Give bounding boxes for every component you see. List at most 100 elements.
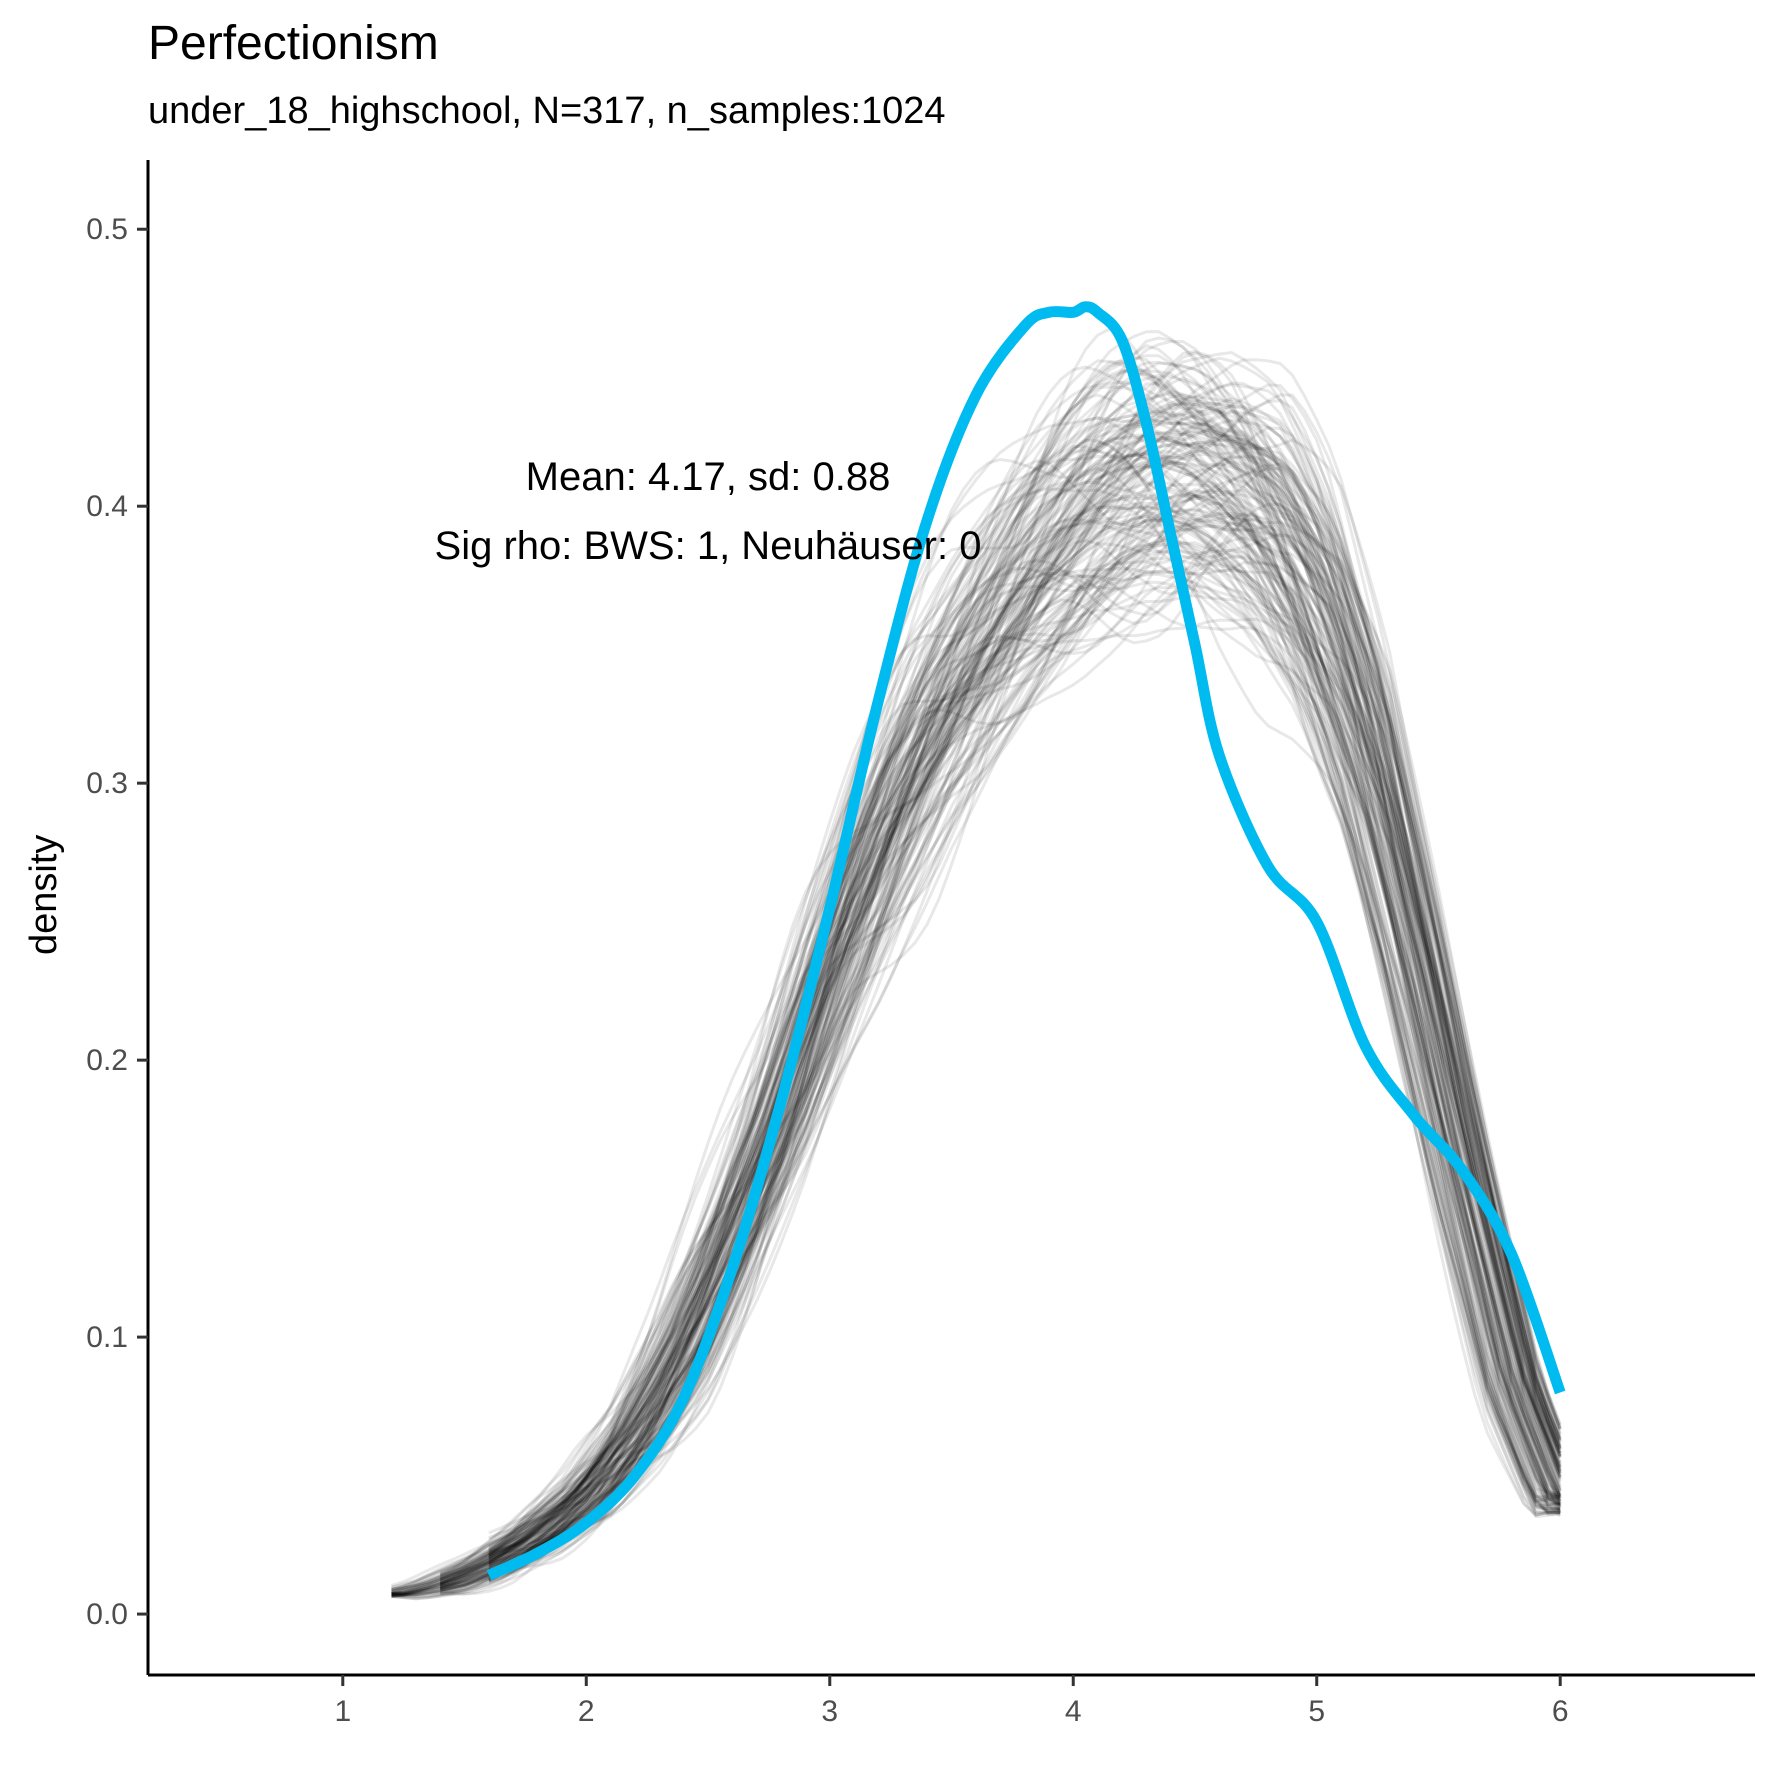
bootstrap-curve xyxy=(439,560,1561,1582)
bootstrap-curve xyxy=(488,360,1561,1548)
bootstrap-curve xyxy=(487,434,1561,1557)
bootstrap-curve xyxy=(488,343,1561,1540)
bootstrap-curve xyxy=(488,402,1562,1565)
bootstrap-curve xyxy=(439,538,1562,1587)
bootstrap-curve xyxy=(439,381,1562,1590)
x-tick-label: 4 xyxy=(1065,1695,1082,1728)
bootstrap-curve xyxy=(391,444,1562,1596)
bootstrap-curve xyxy=(439,429,1562,1590)
bootstrap-curve xyxy=(439,421,1562,1586)
bootstrap-curve xyxy=(488,504,1562,1571)
bootstrap-curve xyxy=(391,572,1561,1595)
bootstrap-curve xyxy=(391,404,1562,1597)
y-tick-label: 0.4 xyxy=(86,490,128,523)
x-tick-label: 5 xyxy=(1308,1695,1325,1728)
bootstrap-curve xyxy=(439,425,1562,1590)
bootstrap-curve xyxy=(391,518,1562,1598)
bootstrap-curve xyxy=(391,443,1562,1597)
bootstrap-curve xyxy=(488,350,1562,1569)
series-lines xyxy=(486,301,1566,1581)
bootstrap-curve xyxy=(439,416,1561,1575)
stats-annotation: Mean: 4.17, sd: 0.88 xyxy=(525,454,891,499)
bootstrap-curve xyxy=(440,438,1562,1591)
bootstrap-curve xyxy=(439,463,1562,1595)
bootstrap-curve xyxy=(439,410,1562,1588)
bootstrap-curve xyxy=(487,487,1561,1554)
bootstrap-curve xyxy=(440,454,1562,1593)
bootstrap-curve xyxy=(391,494,1562,1601)
bootstrap-curve xyxy=(391,461,1561,1592)
bootstrap-curve xyxy=(391,411,1562,1594)
bootstrap-curve xyxy=(488,458,1562,1581)
bootstrap-curve xyxy=(391,398,1562,1595)
bootstrap-curve xyxy=(439,390,1562,1586)
bootstrap-curve xyxy=(488,479,1562,1568)
bootstrap-curve xyxy=(488,395,1562,1576)
bootstrap-curve xyxy=(391,433,1561,1593)
bootstrap-curve xyxy=(488,385,1561,1541)
bootstrap-curve xyxy=(391,536,1562,1601)
y-tick-label: 0.0 xyxy=(86,1598,128,1631)
bootstrap-curve xyxy=(439,413,1562,1588)
bootstrap-curve xyxy=(488,359,1562,1557)
bootstrap-curve xyxy=(439,580,1561,1581)
bootstrap-curve xyxy=(391,453,1562,1596)
bootstrap-curve xyxy=(391,395,1562,1595)
bootstrap-curve xyxy=(391,492,1562,1598)
bootstrap-curve xyxy=(391,359,1561,1589)
bootstrap-curve xyxy=(439,523,1561,1577)
bootstrap-curve xyxy=(391,383,1562,1595)
bootstrap-curve xyxy=(440,502,1562,1596)
bootstrap-curve xyxy=(488,448,1562,1561)
bootstrap-curve xyxy=(439,540,1562,1591)
observed-density-line xyxy=(486,301,1566,1581)
bootstrap-curve xyxy=(488,504,1562,1582)
bootstrap-curve xyxy=(391,512,1562,1598)
bootstrap-curve xyxy=(439,518,1561,1578)
bootstrap-curve xyxy=(488,507,1562,1578)
bootstrap-curve xyxy=(439,441,1562,1586)
bootstrap-curve xyxy=(391,432,1562,1595)
bootstrap-curve xyxy=(391,441,1562,1597)
bootstrap-curve xyxy=(439,515,1561,1577)
y-tick-label: 0.2 xyxy=(86,1044,128,1077)
bootstrap-curve xyxy=(488,421,1561,1556)
bootstrap-curve xyxy=(488,356,1562,1569)
bootstrap-curve xyxy=(488,406,1562,1551)
bootstrap-curve xyxy=(391,594,1561,1592)
y-tick-label: 0.5 xyxy=(86,213,128,246)
bootstrap-curve xyxy=(488,432,1562,1584)
y-tick-label: 0.1 xyxy=(86,1321,128,1354)
sig-rho-annotation: Sig rho: BWS: 1, Neuhäuser: 0 xyxy=(434,523,982,568)
bootstrap-curve xyxy=(439,453,1562,1584)
bootstrap-curve xyxy=(439,435,1561,1579)
bootstrap-curve xyxy=(439,514,1561,1581)
bootstrap-curve xyxy=(439,517,1562,1586)
bootstrap-curve xyxy=(439,430,1562,1590)
bootstrap-curve xyxy=(391,461,1562,1596)
bootstrap-curve xyxy=(391,501,1561,1595)
bootstrap-curve xyxy=(439,527,1561,1577)
chart-subtitle: under_18_highschool, N=317, n_samples:10… xyxy=(148,90,946,132)
bootstrap-band xyxy=(391,327,1562,1601)
bootstrap-curve xyxy=(391,452,1562,1597)
bootstrap-curve xyxy=(488,542,1561,1556)
bootstrap-curve xyxy=(488,361,1561,1552)
bootstrap-curve xyxy=(391,418,1562,1596)
bootstrap-curve xyxy=(391,382,1562,1598)
bootstrap-curve xyxy=(488,392,1562,1562)
y-tick-label: 0.3 xyxy=(86,767,128,800)
bootstrap-curve xyxy=(487,360,1562,1559)
bootstrap-curve xyxy=(488,438,1561,1571)
x-tick-label: 6 xyxy=(1552,1695,1569,1728)
bootstrap-curve xyxy=(488,617,1562,1559)
bootstrap-curve xyxy=(488,354,1561,1549)
bootstrap-curve xyxy=(391,404,1562,1595)
bootstrap-curve xyxy=(488,327,1562,1557)
bootstrap-curve xyxy=(439,453,1562,1592)
bootstrap-curve xyxy=(488,410,1562,1559)
bootstrap-curve xyxy=(488,401,1562,1566)
bootstrap-curve xyxy=(488,409,1561,1557)
